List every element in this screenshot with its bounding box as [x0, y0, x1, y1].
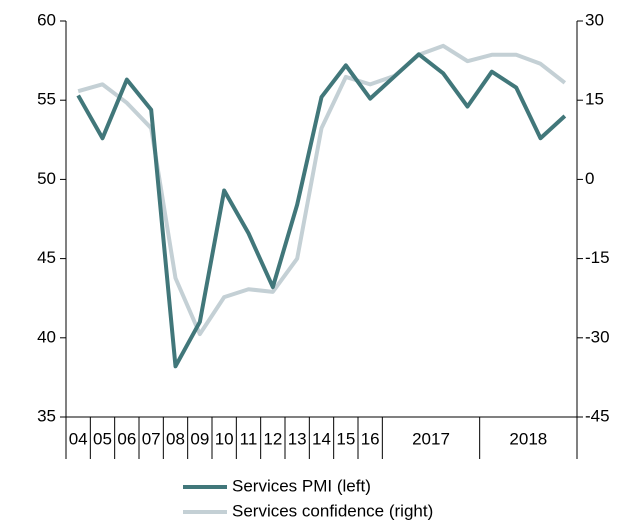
x-tick-label: 2018: [509, 429, 547, 448]
x-tick-label: 08: [166, 429, 185, 448]
x-tick-label: 15: [336, 429, 355, 448]
y-tick-label: 50: [37, 169, 56, 188]
x-tick-label: 13: [288, 429, 307, 448]
x-tick-label: 09: [190, 429, 209, 448]
x-tick-label: 10: [215, 429, 234, 448]
y-tick-label: 60: [37, 10, 56, 29]
y-tick-label: 45: [37, 248, 56, 267]
x-tick-label: 06: [117, 429, 136, 448]
x-tick-label: 12: [263, 429, 282, 448]
y2-tick-label: 30: [585, 10, 604, 29]
legend-label: Services confidence (right): [232, 501, 433, 520]
x-tick-label: 2017: [412, 429, 450, 448]
series-line: [77, 43, 567, 337]
y-tick-label: 35: [37, 406, 56, 425]
x-tick-label: 14: [312, 429, 331, 448]
y2-tick-label: 15: [585, 90, 604, 109]
y-tick-label: 40: [37, 327, 56, 346]
y-tick-label: 55: [37, 90, 56, 109]
x-tick-label: 16: [361, 429, 380, 448]
y2-tick-label: -15: [585, 248, 610, 267]
x-tick-label: 07: [142, 429, 161, 448]
y2-tick-label: -45: [585, 406, 610, 425]
series-line: [76, 52, 567, 369]
y2-tick-label: -30: [585, 327, 610, 346]
x-tick-label: 11: [240, 429, 258, 448]
x-tick-label: 05: [93, 429, 112, 448]
y2-tick-label: 0: [585, 169, 594, 188]
x-tick-label: 04: [69, 429, 88, 448]
legend-label: Services PMI (left): [232, 476, 371, 495]
